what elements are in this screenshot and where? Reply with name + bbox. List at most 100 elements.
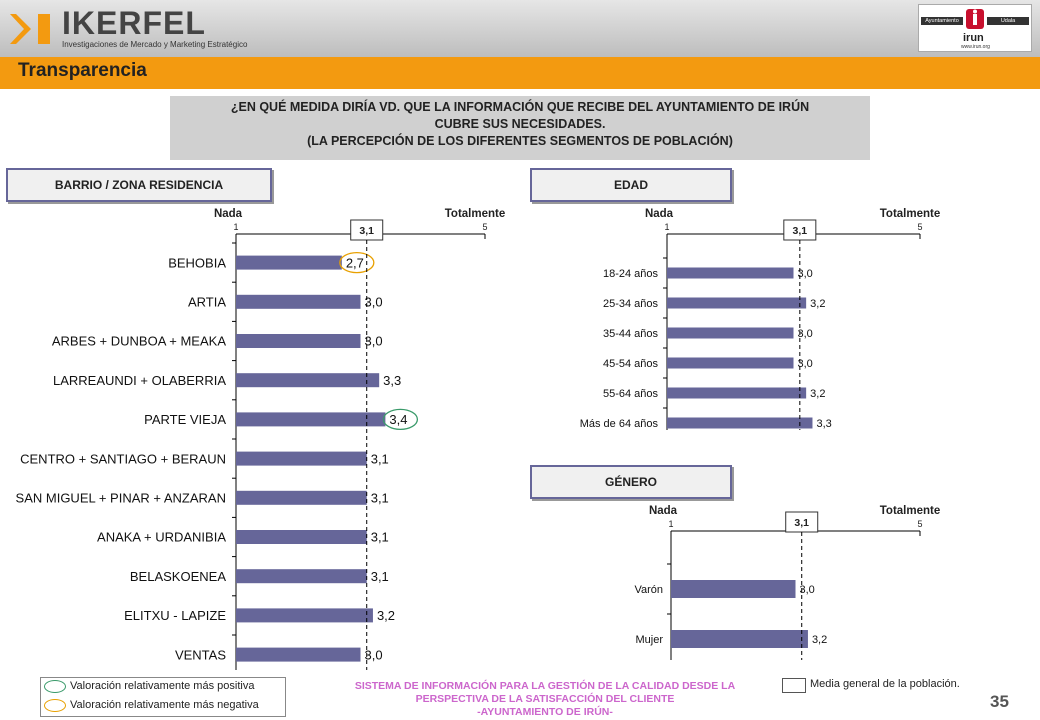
bar xyxy=(236,569,367,584)
value-label: 3,3 xyxy=(383,373,401,388)
category-label: CENTRO + SANTIAGO + BERAUN xyxy=(20,451,226,466)
brand-name: IKERFEL xyxy=(62,5,206,41)
mean-legend-swatch xyxy=(782,678,806,693)
bar xyxy=(667,417,813,429)
category-label: 35-44 años xyxy=(603,328,659,340)
footer-line-3: -AYUNTAMIENTO DE IRÚN- xyxy=(477,706,613,718)
bar xyxy=(236,490,367,505)
scale-min-label: Nada xyxy=(645,208,674,220)
ikerfel-logo-mark xyxy=(10,14,50,44)
mean-label: 3,1 xyxy=(793,225,808,237)
bar xyxy=(236,530,367,544)
value-label: 3,1 xyxy=(371,569,389,584)
value-label: 3,0 xyxy=(365,294,383,309)
edad-chart: Nada Totalmente 1 5 3,1 18-24 años 3,0 25-34 añ… xyxy=(580,208,941,430)
negative-ellipse-icon xyxy=(44,699,66,712)
value-label: 3,1 xyxy=(371,451,389,466)
bar xyxy=(236,412,386,427)
tick-label-min: 1 xyxy=(668,519,673,529)
segment-header-edad: EDAD xyxy=(530,168,732,202)
value-label: 3,2 xyxy=(810,298,825,310)
barrio-chart: Nada Totalmente 1 5 3,1 BEHOBIA 2,7 ARTIA 3,0 ARB… xyxy=(16,208,505,670)
irun-url: www.irun.org xyxy=(961,44,990,50)
irun-logo: Ayuntamiento Udala irun www.irun.org xyxy=(918,4,1032,52)
legend-negative: Valoración relativamente más negativa xyxy=(70,699,259,711)
bar xyxy=(667,327,794,339)
category-label: ANAKA + URDANIBIA xyxy=(97,530,226,545)
category-label: ELITXU - LAPIZE xyxy=(124,608,226,623)
scale-max-label: Totalmente xyxy=(880,208,941,220)
category-label: PARTE VIEJA xyxy=(144,412,226,427)
header-bar xyxy=(0,0,1040,57)
category-label: Más de 64 años xyxy=(580,418,659,430)
footer-line-1: SISTEMA DE INFORMACIÓN PARA LA GESTIÓN D… xyxy=(354,680,736,692)
value-label: 3,4 xyxy=(389,412,407,427)
bar xyxy=(236,647,361,662)
mean-legend-text: Media general de la población. xyxy=(810,678,960,690)
scale-min-label: Nada xyxy=(214,208,243,220)
question-line-3: (LA PERCEPCIÓN DE LOS DIFERENTES SEGMENT… xyxy=(307,134,733,148)
title-bar xyxy=(0,57,1040,89)
category-label: Mujer xyxy=(635,634,663,646)
value-label: 3,0 xyxy=(798,358,813,370)
footer-line-2: PERSPECTIVA DE LA SATISFACCIÓN DEL CLIEN… xyxy=(415,693,675,705)
category-label: BEHOBIA xyxy=(168,255,226,270)
value-label: 3,1 xyxy=(371,490,389,505)
question-box: ¿EN QUÉ MEDIDA DIRÍA VD. QUE LA INFORMAC… xyxy=(170,96,870,160)
category-label: Varón xyxy=(634,584,663,596)
segment-header-genero: GÉNERO xyxy=(530,465,732,499)
bar xyxy=(667,267,794,279)
category-label: 45-54 años xyxy=(603,358,659,370)
genero-chart: Nada Totalmente 1 5 3,1 Varón 3,0 Mujer 3,2 xyxy=(634,505,941,660)
mean-label: 3,1 xyxy=(359,225,374,237)
value-label: 3,2 xyxy=(377,608,395,623)
irun-logo-text: irun xyxy=(963,32,984,44)
tick-label-min: 1 xyxy=(664,222,669,232)
category-label: VENTAS xyxy=(175,647,226,662)
question-line-1: ¿EN QUÉ MEDIDA DIRÍA VD. QUE LA INFORMAC… xyxy=(230,100,810,114)
bar xyxy=(236,608,373,623)
category-label: 18-24 años xyxy=(603,268,659,280)
value-label: 3,3 xyxy=(816,418,831,430)
ayuntamiento-label: Ayuntamiento xyxy=(921,17,963,25)
bar xyxy=(667,357,794,369)
negative-highlight-ellipse xyxy=(339,251,375,274)
category-label: 25-34 años xyxy=(603,298,659,310)
value-label: 3,2 xyxy=(810,388,825,400)
irun-shield-icon xyxy=(966,9,984,29)
udala-label: Udala xyxy=(987,17,1029,25)
bar xyxy=(667,297,807,309)
segment-header-barrio: BARRIO / ZONA RESIDENCIA xyxy=(6,168,272,202)
bar xyxy=(236,334,361,348)
bar xyxy=(236,451,367,466)
value-label: 2,7 xyxy=(346,255,364,270)
category-label: 55-64 años xyxy=(603,388,659,400)
scale-max-label: Totalmente xyxy=(880,505,941,517)
tick-label-max: 5 xyxy=(917,222,922,232)
value-label: 3,0 xyxy=(798,268,813,280)
footer: SISTEMA DE INFORMACIÓN PARA LA GESTIÓN D… xyxy=(300,680,790,719)
tick-label-max: 5 xyxy=(482,222,487,232)
brand-tagline: Investigaciones de Mercado y Marketing E… xyxy=(62,40,248,49)
tick-label-max: 5 xyxy=(917,519,922,529)
page-number: 35 xyxy=(990,692,1009,711)
bar xyxy=(671,580,796,598)
category-label: ARBES + DUNBOA + MEAKA xyxy=(52,334,226,349)
category-label: LARREAUNDI + OLABERRIA xyxy=(53,373,226,388)
scale-min-label: Nada xyxy=(649,505,678,517)
category-label: ARTIA xyxy=(188,294,226,309)
positive-ellipse-icon xyxy=(44,680,66,693)
page-title: Transparencia xyxy=(18,60,147,81)
tick-label-min: 1 xyxy=(233,222,238,232)
category-label: BELASKOENEA xyxy=(130,569,226,584)
category-label: SAN MIGUEL + PINAR + ANZARAN xyxy=(16,490,226,505)
bar xyxy=(236,373,380,388)
bar xyxy=(671,630,808,648)
legend-box xyxy=(40,677,286,717)
bar xyxy=(236,255,342,270)
value-label: 3,0 xyxy=(365,647,383,662)
value-label: 3,0 xyxy=(800,584,815,596)
legend-positive: Valoración relativamente más positiva xyxy=(70,680,255,692)
value-label: 3,0 xyxy=(798,328,813,340)
value-label: 3,0 xyxy=(365,334,383,349)
